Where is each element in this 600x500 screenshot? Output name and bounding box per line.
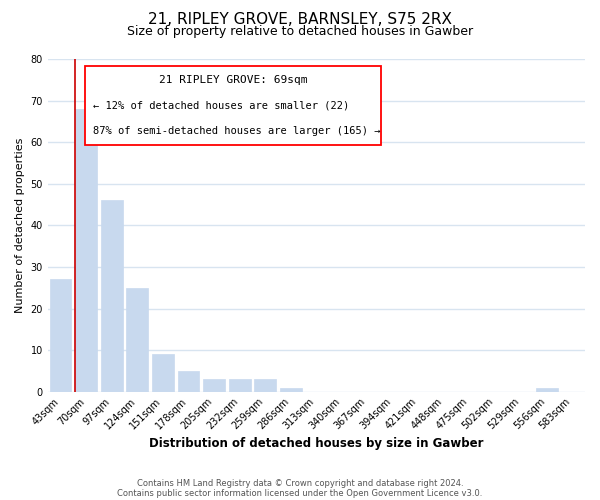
Bar [280,388,302,392]
Bar [229,379,251,392]
FancyBboxPatch shape [85,66,381,146]
Bar [203,379,225,392]
Bar [127,288,148,392]
Bar [254,379,276,392]
X-axis label: Distribution of detached houses by size in Gawber: Distribution of detached houses by size … [149,437,484,450]
Text: Contains public sector information licensed under the Open Government Licence v3: Contains public sector information licen… [118,488,482,498]
Text: 21 RIPLEY GROVE: 69sqm: 21 RIPLEY GROVE: 69sqm [159,75,307,85]
Text: Size of property relative to detached houses in Gawber: Size of property relative to detached ho… [127,25,473,38]
Bar [178,371,199,392]
Bar [75,109,97,392]
Text: ← 12% of detached houses are smaller (22): ← 12% of detached houses are smaller (22… [94,100,350,110]
Text: 21, RIPLEY GROVE, BARNSLEY, S75 2RX: 21, RIPLEY GROVE, BARNSLEY, S75 2RX [148,12,452,28]
Bar [50,280,71,392]
Text: Contains HM Land Registry data © Crown copyright and database right 2024.: Contains HM Land Registry data © Crown c… [137,478,463,488]
Y-axis label: Number of detached properties: Number of detached properties [15,138,25,313]
Bar [101,200,122,392]
Bar [152,354,174,392]
Text: 87% of semi-detached houses are larger (165) →: 87% of semi-detached houses are larger (… [94,126,381,136]
Bar [536,388,557,392]
